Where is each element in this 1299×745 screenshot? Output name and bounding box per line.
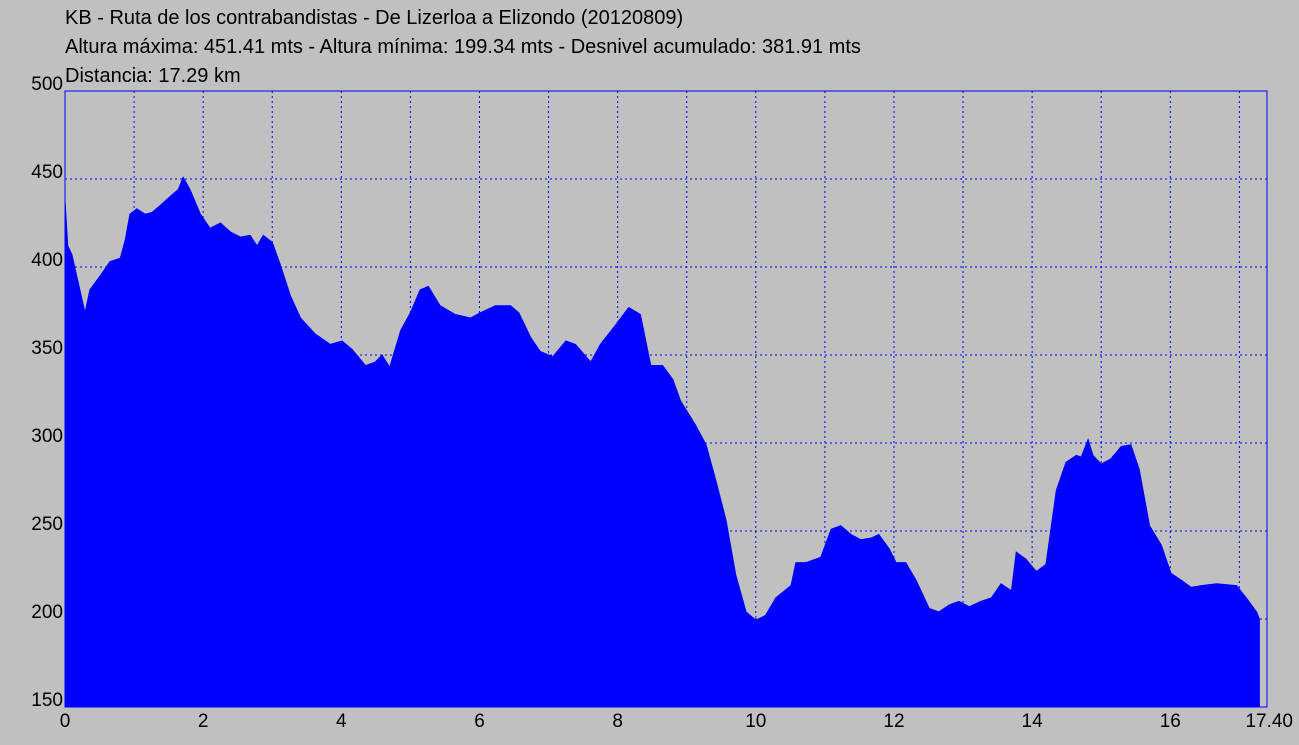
y-tick-label: 200: [31, 602, 63, 623]
chart-title: KB - Ruta de los contrabandistas - De Li…: [65, 7, 683, 29]
y-tick-label: 350: [31, 338, 63, 359]
chart-subtitle: Distancia: 17.29 km: [65, 65, 241, 87]
y-tick-label: 400: [31, 250, 63, 271]
chart-subtitle: Altura máxima: 451.41 mts - Altura mínim…: [65, 36, 861, 58]
y-tick-label: 500: [31, 74, 63, 95]
x-tick-label: 8: [612, 711, 623, 732]
y-tick-label: 300: [31, 426, 63, 447]
x-tick-label: 10: [745, 711, 766, 732]
x-tick-label: 2: [198, 711, 209, 732]
x-tick-label: 0: [60, 711, 71, 732]
y-tick-label: 250: [31, 514, 63, 535]
x-tick-label: 6: [474, 711, 485, 732]
x-tick-label: 16: [1160, 711, 1181, 732]
plot-border: [64, 90, 1268, 708]
elevation-area: [64, 176, 1260, 708]
x-tick-label: 4: [336, 711, 347, 732]
y-tick-label: 150: [31, 690, 63, 711]
x-tick-label: 17.40: [1245, 711, 1293, 732]
x-tick-label: 12: [883, 711, 904, 732]
y-tick-label: 450: [31, 162, 63, 183]
x-tick-label: 14: [1022, 711, 1044, 732]
